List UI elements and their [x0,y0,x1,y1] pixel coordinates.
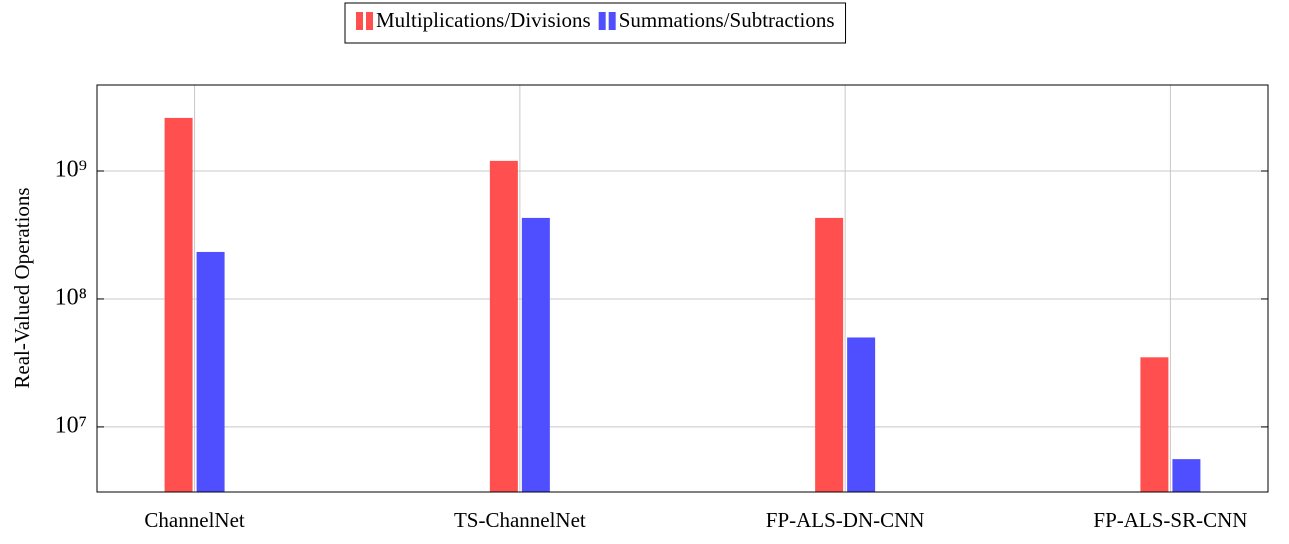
plot-frame [96,84,1269,493]
bar [1172,459,1201,492]
legend-label: Summations/Subtractions [619,8,835,32]
legend: Multiplications/Divisions Summations/Subt… [344,2,847,44]
bar [815,217,844,492]
x-tick-label: ChannelNet [144,508,244,532]
legend-swatch [598,12,606,30]
bar [489,160,518,493]
bar [521,217,550,492]
bar [1140,357,1169,492]
legend-frame [344,2,847,44]
legend-label: Multiplications/Divisions [376,8,591,32]
y-tick-label: 10⁸ [55,284,87,310]
x-tick-label: TS-ChannelNet [454,508,586,532]
legend-swatch [608,12,616,30]
y-tick-label: 10⁹ [55,157,87,183]
legend-swatch [366,12,373,30]
bar [164,117,193,492]
y-tick-label: 10⁷ [55,412,87,438]
x-tick-label: FP-ALS-SR-CNN [1093,508,1247,532]
x-tick-label: FP-ALS-DN-CNN [766,508,925,532]
y-axis-label: Real-Valued Operations [10,187,34,388]
legend-swatch [356,12,363,30]
bar [196,251,225,492]
bar [847,337,876,492]
